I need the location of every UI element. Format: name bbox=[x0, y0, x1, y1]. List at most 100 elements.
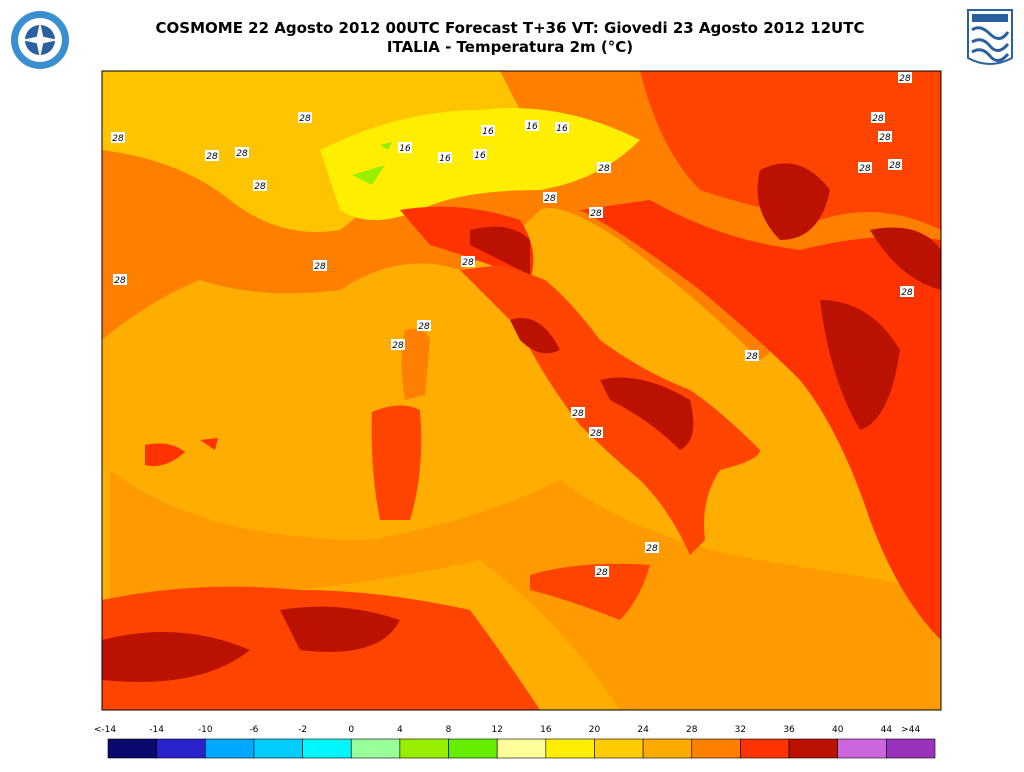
legend-label: 36 bbox=[783, 725, 795, 735]
contour-label-box bbox=[878, 131, 892, 142]
contour-label-box bbox=[745, 350, 759, 361]
legend-swatch bbox=[788, 738, 839, 759]
contour-label-box bbox=[543, 192, 557, 203]
legend-label: >44 bbox=[901, 725, 920, 735]
contour-label-box bbox=[888, 159, 902, 170]
contour-label: 28 bbox=[598, 164, 610, 174]
legend-label: <-14 bbox=[94, 725, 117, 735]
contour-label-box bbox=[595, 566, 609, 577]
contour-label: 16 bbox=[439, 154, 451, 164]
legend: <-14 -14 -10 -6 -2 0 4 8 12 16 20 24 28 32 36 40 44 >44 bbox=[94, 725, 936, 759]
legend-swatch bbox=[399, 738, 449, 759]
legend-label: 28 bbox=[686, 725, 698, 735]
map-frame bbox=[101, 70, 942, 711]
contour-label: 28 bbox=[392, 341, 404, 351]
contour-label-box bbox=[571, 407, 585, 418]
contour-label: 28 bbox=[872, 114, 884, 124]
contour-label-box bbox=[555, 122, 569, 133]
legend-label: 32 bbox=[735, 725, 746, 735]
contour-label-box bbox=[589, 207, 603, 218]
legend-swatch bbox=[496, 738, 547, 759]
legend-swatch bbox=[691, 738, 741, 759]
contour-label-box bbox=[900, 286, 914, 297]
legend-swatch bbox=[302, 738, 352, 759]
contour-label: 28 bbox=[206, 152, 218, 162]
contour-label-box bbox=[205, 150, 219, 161]
contour-label: 16 bbox=[556, 124, 568, 134]
contour-label: 28 bbox=[590, 209, 602, 219]
contour-label-box bbox=[525, 120, 539, 131]
legend-swatch bbox=[253, 738, 303, 759]
contour-label: 28 bbox=[879, 133, 891, 143]
legend-label: 16 bbox=[540, 725, 552, 735]
legend-swatch bbox=[107, 738, 157, 759]
contour-labels: 28 28 28 28 28 28 16 16 16 16 16 16 28 28 28 28 28 28 28 28… bbox=[111, 72, 914, 578]
contour-label: 28 bbox=[544, 194, 556, 204]
contour-label: 16 bbox=[526, 122, 538, 132]
contour-label-box bbox=[481, 125, 495, 136]
contour-label: 28 bbox=[236, 149, 248, 159]
legend-label: 8 bbox=[446, 725, 452, 735]
legend-swatch bbox=[886, 738, 936, 759]
contour-label-box bbox=[438, 152, 452, 163]
legend-label: 24 bbox=[637, 725, 649, 735]
contour-label-box bbox=[461, 256, 475, 267]
legend-swatch bbox=[740, 738, 790, 759]
legend-swatch bbox=[350, 738, 401, 759]
legend-label: -14 bbox=[149, 725, 164, 735]
legend-label: 12 bbox=[491, 725, 502, 735]
legend-label: -2 bbox=[298, 725, 307, 735]
legend-label: 0 bbox=[348, 725, 354, 735]
legend-label: 40 bbox=[832, 725, 844, 735]
contour-label: 28 bbox=[746, 352, 758, 362]
contour-label-box bbox=[898, 72, 912, 83]
legend-label: -6 bbox=[249, 725, 258, 735]
contour-label: 28 bbox=[646, 544, 658, 554]
contour-label: 28 bbox=[314, 262, 326, 272]
contour-label: 28 bbox=[418, 322, 430, 332]
legend-label: 4 bbox=[397, 725, 403, 735]
contour-label-box bbox=[391, 339, 405, 350]
contour-label-box bbox=[298, 112, 312, 123]
contour-label: 28 bbox=[859, 164, 871, 174]
contour-label-box bbox=[597, 162, 611, 173]
legend-label: -10 bbox=[198, 725, 213, 735]
contour-label-box bbox=[253, 180, 267, 191]
legend-swatch bbox=[594, 738, 644, 759]
contour-label: 28 bbox=[462, 258, 474, 268]
contour-label-box bbox=[871, 112, 885, 123]
contour-label: 16 bbox=[482, 127, 494, 137]
map: 28 28 28 28 28 28 16 16 16 16 16 16 28 28 28 28 28 28 28 28… bbox=[102, 71, 941, 710]
contour-label-box bbox=[113, 274, 127, 285]
legend-swatch bbox=[448, 738, 498, 759]
contour-label: 28 bbox=[254, 182, 266, 192]
contour-label-box bbox=[858, 162, 872, 173]
title: COSMOME 22 Agosto 2012 00UTC Forecast T+… bbox=[156, 19, 865, 37]
contour-label: 28 bbox=[112, 134, 124, 144]
contour-label: 28 bbox=[572, 409, 584, 419]
legend-swatch bbox=[545, 738, 595, 759]
subtitle: ITALIA - Temperatura 2m (°C) bbox=[387, 38, 633, 56]
contour-label: 28 bbox=[889, 161, 901, 171]
contour-label-box bbox=[589, 427, 603, 438]
contour-label: 28 bbox=[901, 288, 913, 298]
contour-label-box bbox=[398, 142, 412, 153]
contour-label-box bbox=[235, 147, 249, 158]
contour-label: 28 bbox=[596, 568, 608, 578]
legend-swatch bbox=[156, 738, 206, 759]
legend-swatch bbox=[642, 738, 693, 759]
contour-label: 28 bbox=[299, 114, 311, 124]
logo-left bbox=[11, 11, 69, 69]
contour-label: 28 bbox=[899, 74, 911, 84]
legend-label: 20 bbox=[589, 725, 601, 735]
contour-label: 28 bbox=[590, 429, 602, 439]
legend-swatch bbox=[837, 738, 887, 759]
contour-label-box bbox=[313, 260, 327, 271]
logo-right bbox=[967, 9, 1013, 65]
contour-label-box bbox=[473, 149, 487, 160]
contour-label: 16 bbox=[474, 151, 486, 161]
contour-label: 16 bbox=[399, 144, 411, 154]
contour-label-box bbox=[645, 542, 659, 553]
